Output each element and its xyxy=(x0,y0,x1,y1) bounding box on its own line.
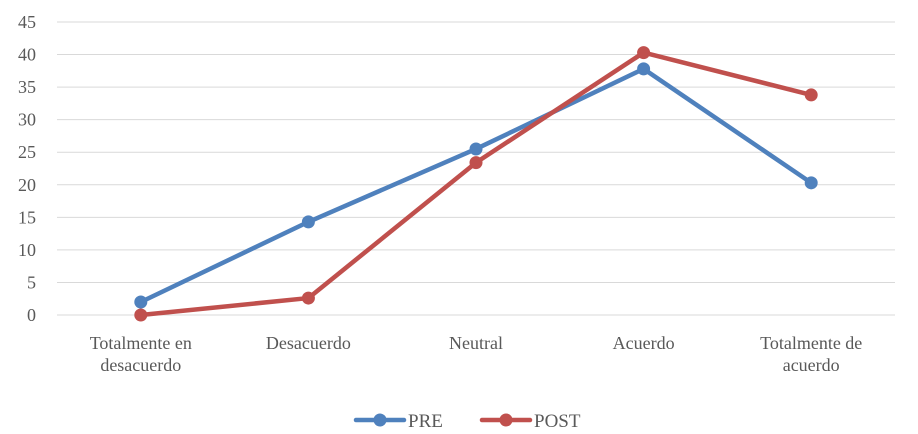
y-tick-label: 45 xyxy=(18,12,36,32)
legend-label-pre: PRE xyxy=(408,411,443,432)
data-point-pre xyxy=(469,142,483,156)
data-point-post xyxy=(301,291,315,305)
y-tick-label: 0 xyxy=(27,305,36,325)
x-tick-label: Neutral xyxy=(449,333,503,353)
data-point-pre xyxy=(804,176,818,190)
legend-label-post: POST xyxy=(534,411,581,432)
legend-marker-post xyxy=(499,413,513,427)
x-tick-label: Totalmente en desacuerdo xyxy=(90,333,192,375)
y-tick-label: 35 xyxy=(18,77,36,97)
data-point-post xyxy=(469,156,483,170)
y-tick-label: 20 xyxy=(18,175,36,195)
x-tick-label: Desacuerdo xyxy=(266,333,351,353)
y-tick-label: 5 xyxy=(27,272,36,292)
y-tick-label: 25 xyxy=(18,142,36,162)
data-point-post xyxy=(804,88,818,102)
data-point-pre xyxy=(301,215,315,229)
series-line-pre xyxy=(138,66,814,305)
data-point-pre xyxy=(134,295,148,309)
x-tick-label: Totalmente de acuerdo xyxy=(760,333,862,375)
y-tick-label: 30 xyxy=(18,110,36,130)
y-axis: 0 5 10 15 20 25 30 35 40 45 xyxy=(18,12,36,325)
data-point-pre xyxy=(637,62,651,76)
data-point-post xyxy=(637,46,651,60)
x-axis: Totalmente en desacuerdo Desacuerdo Neutral… xyxy=(57,314,895,375)
data-point-post xyxy=(134,308,148,322)
y-tick-label: 15 xyxy=(18,207,36,227)
series-line-post xyxy=(138,50,814,318)
series-layer xyxy=(134,46,818,322)
y-tick-label: 10 xyxy=(18,240,36,260)
y-tick-label: 40 xyxy=(18,45,36,65)
legend-marker-pre xyxy=(373,413,387,427)
x-tick-label: Acuerdo xyxy=(613,333,675,353)
legend: PRE POST xyxy=(353,411,581,432)
